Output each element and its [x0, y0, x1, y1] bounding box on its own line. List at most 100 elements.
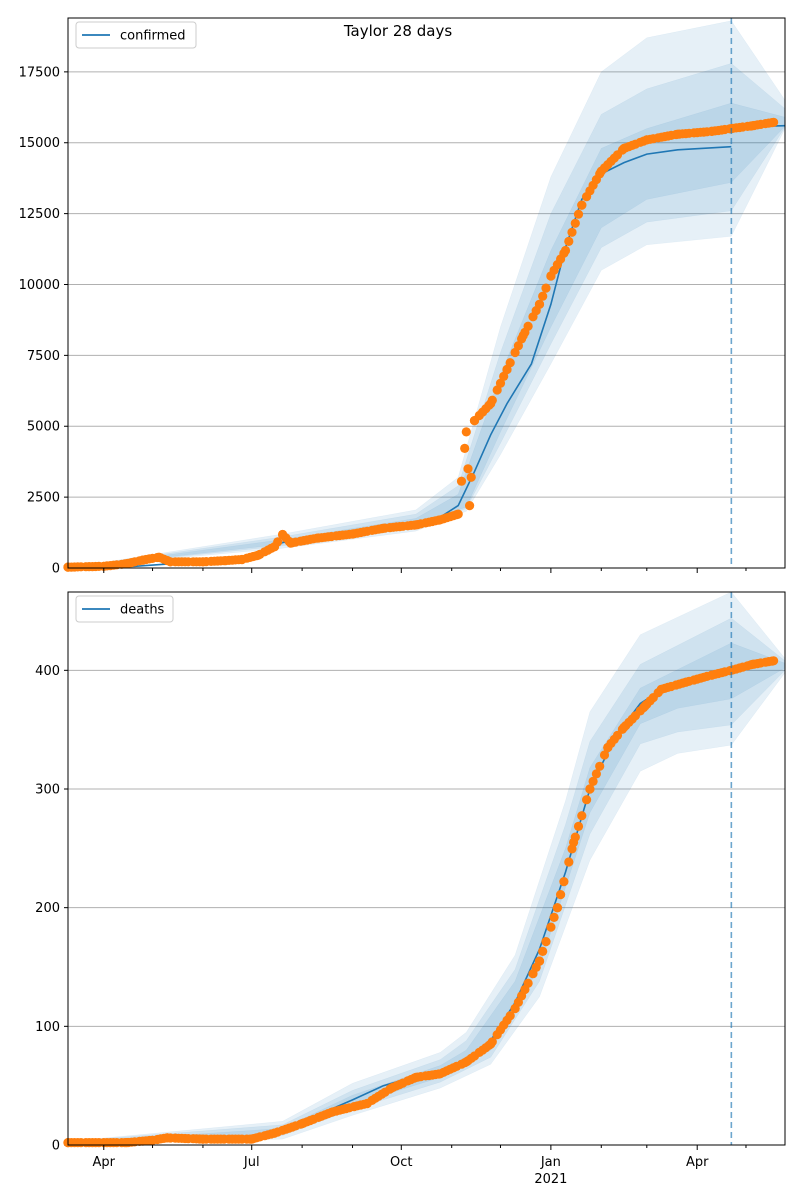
ytick-label-7: 17500	[19, 65, 60, 80]
xtick-label-4: Apr	[686, 1155, 709, 1170]
observed-point-key-8	[328, 1107, 338, 1117]
observed-point	[573, 209, 584, 219]
observed-point-key-15	[378, 523, 388, 533]
observed-point-key-24	[518, 330, 528, 341]
observed-point-key-24	[681, 677, 691, 687]
xtick-label-3: Jan	[540, 1155, 561, 1170]
ytick-label-5: 12500	[19, 207, 60, 222]
plot-frame	[67, 17, 786, 569]
observed-point-key-7	[297, 1119, 307, 1129]
observed-point-key-20	[603, 742, 613, 753]
observed-point-key-9	[253, 550, 263, 560]
observed-point-key-17	[552, 903, 563, 913]
observed-point	[492, 385, 502, 395]
observed-point	[460, 443, 470, 453]
observed-point-key-22	[486, 399, 496, 409]
observed-point	[588, 776, 598, 787]
ytick-label-3: 300	[35, 782, 60, 797]
observed-points	[63, 656, 779, 1148]
observed-point	[546, 922, 556, 932]
observed-point-key-25	[534, 299, 545, 309]
observed-point-key-12	[435, 1069, 445, 1079]
observed-point-key-28	[577, 200, 587, 210]
observed-point-key-27	[560, 245, 571, 256]
observed-point-key-11	[278, 529, 288, 540]
observed-point-key-14	[486, 1039, 496, 1049]
observed-point	[505, 1011, 515, 1021]
observed-point-key-23	[502, 364, 512, 375]
ytick-label-2: 200	[35, 901, 60, 916]
observed-point-key-27	[747, 659, 758, 670]
observed-point-key-16	[411, 520, 421, 530]
observed-point-key-29	[596, 166, 606, 176]
observed-point	[570, 218, 580, 228]
observed-point-key-14	[347, 529, 358, 539]
observed-point-key-11	[411, 1072, 421, 1082]
observed-point-key-21	[469, 416, 480, 426]
legend-box	[75, 21, 197, 49]
observed-point	[599, 750, 610, 760]
observed-point	[573, 821, 584, 832]
ytick-label-3: 7500	[27, 349, 60, 364]
figure-title: Taylor 28 days	[343, 22, 452, 40]
observed-point-key-36	[769, 117, 779, 127]
observed-point-key-18	[569, 837, 579, 848]
legend-label: confirmed	[120, 29, 186, 44]
observed-point-key-23	[656, 684, 667, 694]
observed-point-key-3	[162, 1133, 172, 1143]
ytick-label-0: 0	[52, 562, 60, 577]
observed-point	[595, 761, 605, 771]
observed-point	[466, 472, 476, 482]
observed-point	[559, 877, 569, 887]
observed-point-key-13	[461, 1057, 471, 1067]
observed-point-key-30	[619, 143, 629, 153]
observed-point-key-19	[465, 501, 475, 511]
observed-point-key-5	[247, 1134, 257, 1144]
observed-point-key-10	[269, 542, 280, 552]
x-axis: Apr Jul Oct Jan 2021 Apr	[93, 1155, 710, 1187]
ytick-label-2: 5000	[27, 420, 60, 435]
observed-point-key-12	[286, 538, 296, 548]
observed-point	[577, 811, 587, 821]
legend-box	[75, 595, 174, 623]
observed-point	[564, 236, 574, 246]
observed-point-key-4	[154, 552, 164, 562]
observed-point-key-10	[386, 1083, 397, 1093]
ytick-label-1: 100	[35, 1020, 60, 1035]
observed-point-key-20	[461, 427, 471, 437]
plot-frame	[67, 591, 786, 1146]
observed-point-key-17	[435, 515, 445, 525]
xtick-label-0: Apr	[93, 1155, 116, 1170]
observed-point-key-8	[237, 554, 247, 565]
observed-point-key-9	[362, 1098, 372, 1109]
observed-point	[612, 730, 623, 741]
observed-point-key-6	[198, 557, 208, 567]
xtick-label-1: Jul	[243, 1155, 260, 1170]
observed-point	[523, 321, 533, 331]
observed-point-key-16	[534, 956, 545, 966]
observed-point-key-32	[673, 129, 683, 139]
observed-point-key-25	[707, 670, 717, 680]
observed-point	[541, 937, 551, 947]
observed-point-key-26	[726, 665, 736, 675]
observed-point-key-21	[619, 722, 629, 732]
observed-point-key-1	[121, 1138, 132, 1148]
observed-point	[556, 890, 566, 900]
observed-point-key-22	[640, 701, 650, 711]
xtick-year-label-3: 2021	[534, 1172, 567, 1187]
observed-point	[549, 912, 559, 923]
observed-point	[538, 291, 548, 301]
observed-point	[541, 283, 551, 293]
observed-point-key-5	[165, 557, 175, 567]
observed-point-key-33	[707, 126, 717, 136]
observed-point-key-1	[99, 561, 109, 571]
legend: confirmed	[75, 21, 197, 49]
observed-point	[591, 769, 602, 779]
observed-point-key-2	[121, 559, 132, 569]
observed-point-key-3	[138, 555, 148, 565]
observed-point-key-28	[769, 656, 779, 666]
legend-label: deaths	[120, 603, 165, 618]
observed-point-key-31	[642, 135, 652, 145]
observed-point	[499, 371, 509, 381]
